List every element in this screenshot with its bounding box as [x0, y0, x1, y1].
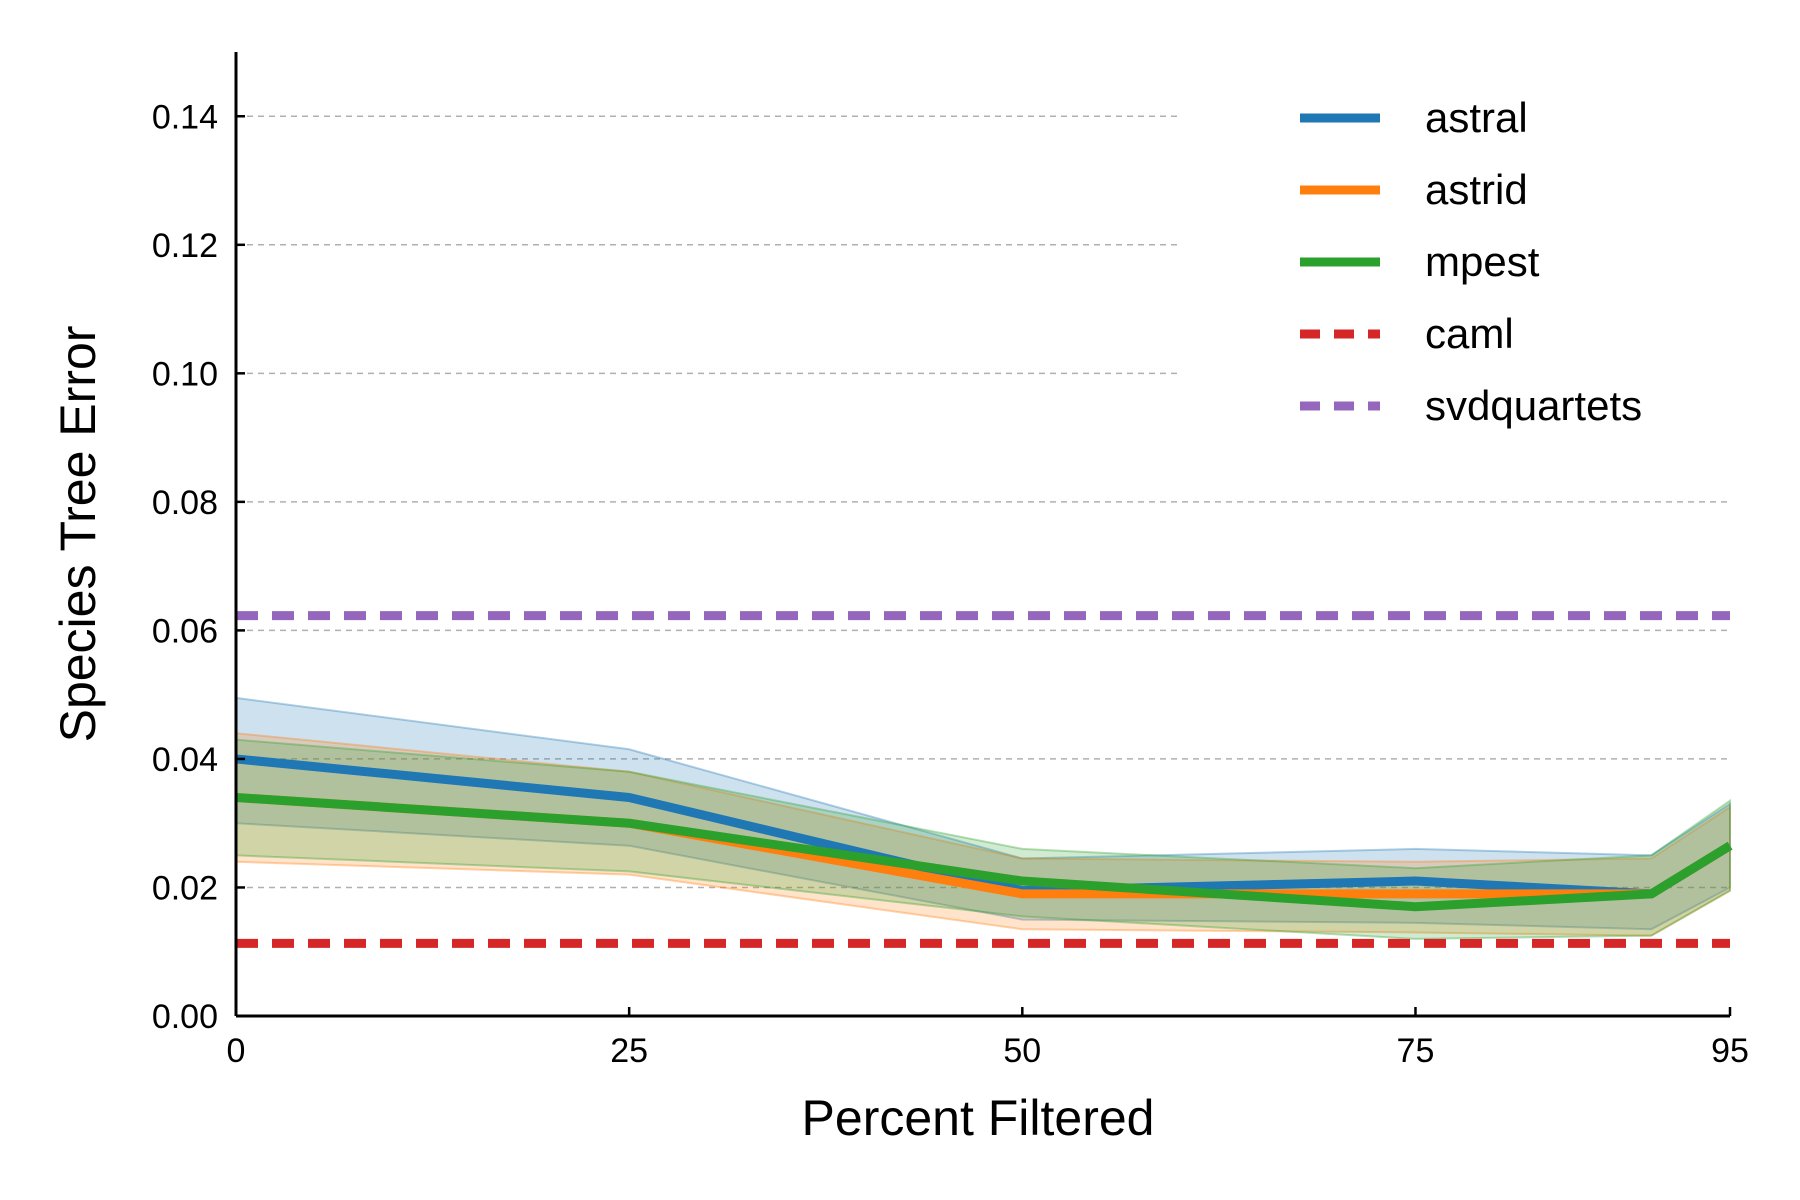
y-tick-label-1: 0.02	[152, 869, 218, 907]
line-mpest	[235, 793, 1733, 912]
x-tick-label-1: 25	[610, 1032, 648, 1070]
y-tick-label-0: 0.00	[152, 998, 218, 1036]
legend: astral astrid mpest caml svdquartets	[1300, 94, 1642, 429]
legend-label-mpest: mpest	[1425, 238, 1540, 285]
x-tick-label-4: 95	[1711, 1032, 1749, 1070]
x-tick-label-0: 0	[227, 1032, 246, 1070]
legend-label-svdquartets: svdquartets	[1425, 382, 1642, 429]
axes	[234, 52, 1730, 1018]
series-lines	[235, 611, 1733, 948]
y-tick-label-5: 0.10	[152, 355, 218, 393]
y-tick-label-7: 0.14	[152, 98, 218, 136]
y-tick-label-2: 0.04	[152, 741, 218, 779]
ticks: 0.00 0.02 0.04 0.06 0.08 0.10 0.12 0.14 0 25 50 75 9…	[152, 98, 1749, 1070]
y-tick-label-3: 0.06	[152, 612, 218, 650]
y-tick-label-4: 0.08	[152, 484, 218, 522]
band-astral	[235, 696, 1731, 931]
y-axis-title: Species Tree Error	[50, 326, 106, 743]
x-tick-label-3: 75	[1397, 1032, 1435, 1070]
x-tick-label-2: 50	[1003, 1032, 1041, 1070]
legend-label-caml: caml	[1425, 310, 1514, 357]
legend-label-astral: astral	[1425, 94, 1528, 141]
band-mpest	[235, 738, 1731, 940]
x-axis-title: Percent Filtered	[802, 1090, 1155, 1146]
legend-label-astrid: astrid	[1425, 166, 1528, 213]
y-tick-label-6: 0.12	[152, 227, 218, 265]
